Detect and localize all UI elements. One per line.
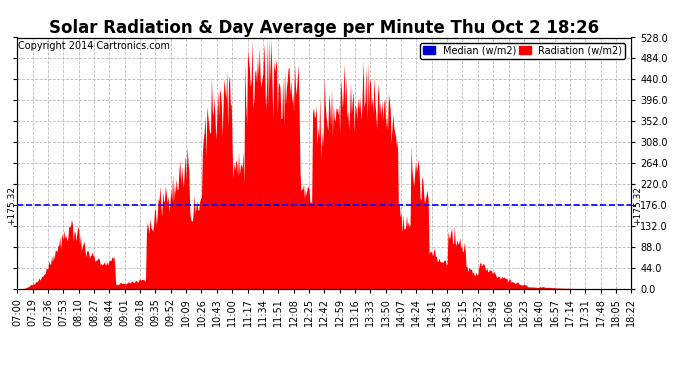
Title: Solar Radiation & Day Average per Minute Thu Oct 2 18:26: Solar Radiation & Day Average per Minute… bbox=[49, 20, 600, 38]
Text: +175.32: +175.32 bbox=[633, 186, 642, 225]
Legend: Median (w/m2), Radiation (w/m2): Median (w/m2), Radiation (w/m2) bbox=[420, 43, 625, 59]
Text: +175.32: +175.32 bbox=[7, 186, 16, 225]
Text: Copyright 2014 Cartronics.com: Copyright 2014 Cartronics.com bbox=[18, 41, 170, 51]
